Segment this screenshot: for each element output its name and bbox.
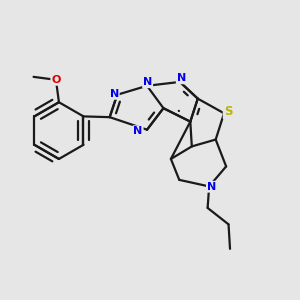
Text: N: N: [134, 126, 143, 136]
Text: N: N: [177, 73, 186, 83]
Text: S: S: [224, 105, 232, 118]
Text: O: O: [51, 75, 61, 85]
Text: N: N: [207, 182, 216, 192]
Text: N: N: [110, 89, 119, 99]
Text: N: N: [143, 77, 152, 87]
